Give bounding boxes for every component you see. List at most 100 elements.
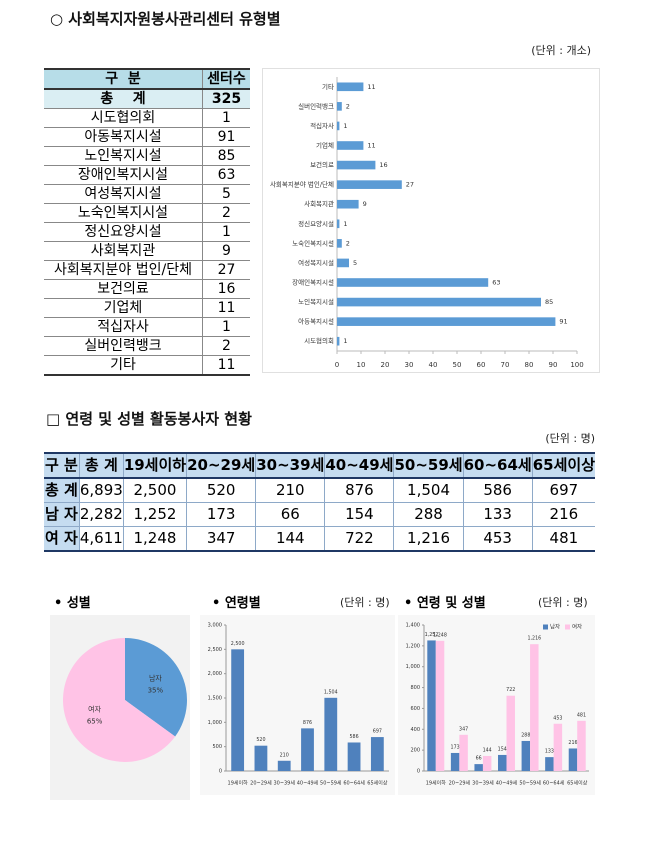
bar xyxy=(231,649,245,771)
x-tick-label: 40 xyxy=(429,361,438,369)
data-label: 144 xyxy=(483,747,492,753)
header-cell: 65세이상 xyxy=(532,453,595,479)
cell: 2,500 xyxy=(123,478,188,503)
category-label: 기타 xyxy=(322,82,334,91)
chart-title: • 연령별 xyxy=(212,596,261,611)
chart-title: • 성별 xyxy=(54,596,91,611)
bar xyxy=(337,317,556,326)
row: 아동복지시설 91 xyxy=(44,127,250,147)
cell: 325 xyxy=(202,89,250,109)
chart: 02004006008001,0001,2001,40019세이하1,2521,… xyxy=(398,615,595,795)
bar xyxy=(577,720,586,771)
header-cell: 구 분 xyxy=(44,69,203,90)
data-label: 876 xyxy=(303,720,312,726)
cell: 여성복지시설 xyxy=(44,184,203,204)
cell: 453 xyxy=(463,526,533,552)
category-label: 보건의료 xyxy=(310,160,334,169)
cell: 총 계 xyxy=(44,89,203,109)
bar xyxy=(427,640,436,771)
cell: 173 xyxy=(186,502,257,527)
y-tick-label: 1,200 xyxy=(406,643,420,649)
data-label: 133 xyxy=(545,749,554,755)
cell: 16 xyxy=(202,279,250,299)
data-label: 1 xyxy=(343,337,347,345)
row: 노숙인복지시설 2 xyxy=(44,203,250,223)
cell: 210 xyxy=(255,478,326,503)
cell: 876 xyxy=(324,478,395,503)
bar xyxy=(337,141,364,150)
data-label: 1,216 xyxy=(527,636,541,642)
cell: 총 계 xyxy=(44,478,80,503)
category-label: 적십자사 xyxy=(310,121,334,130)
row: 여 자 4,611 1,248 347 144 722 1,216 453 481 xyxy=(44,526,595,552)
row: 총 계 325 xyxy=(44,89,250,109)
cell: 722 xyxy=(324,526,395,552)
data-label: 85 xyxy=(545,298,553,306)
cell: 정신요양시설 xyxy=(44,222,203,242)
data-label: 154 xyxy=(498,746,507,752)
header-row: 구 분 센터수 xyxy=(44,69,250,90)
bar xyxy=(337,219,340,229)
bar xyxy=(506,695,515,771)
row: 노인복지시설 85 xyxy=(44,146,250,166)
category-label: 실버인력뱅크 xyxy=(298,101,334,110)
row: 기업체 11 xyxy=(44,298,250,318)
category-label: 아동복지시설 xyxy=(298,317,334,326)
data-label: 16 xyxy=(379,161,387,169)
x-tick-label: 10 xyxy=(357,361,366,369)
data-label: 2 xyxy=(346,239,350,247)
chart: 0 500 1,000 1,500 2,000 2,500 3,000 19세이하 2,500 2… xyxy=(200,615,395,795)
cell: 91 xyxy=(202,127,250,147)
cell: 적십자사 xyxy=(44,317,203,337)
cell: 여 자 xyxy=(44,526,80,552)
y-tick-label: 1,000 xyxy=(208,720,222,726)
category-label: 사회복지관 xyxy=(304,199,334,208)
data-label: 697 xyxy=(373,729,382,735)
cell: 481 xyxy=(532,526,595,552)
data-label: 288 xyxy=(521,732,530,738)
center-table: 구 분 센터수 총 계 325 시도협의회 1 아동복지시설 91 노인복지시설 85 장애인복지시… xyxy=(44,68,250,376)
y-tick-label: 200 xyxy=(410,748,420,754)
x-tick-label: 50 xyxy=(453,361,462,369)
cell: 520 xyxy=(186,478,257,503)
data-label: 11 xyxy=(367,142,375,150)
cell: 27 xyxy=(202,260,250,280)
x-tick-label: 19세이하 xyxy=(426,780,447,787)
data-label: 2,500 xyxy=(231,641,245,647)
cell: 85 xyxy=(202,146,250,166)
data-label: 453 xyxy=(553,715,562,721)
bar xyxy=(337,121,340,131)
data-label: 1,248 xyxy=(433,632,447,638)
row: 장애인복지시설 63 xyxy=(44,165,250,185)
row: 여성복지시설 5 xyxy=(44,184,250,204)
y-tick-label: 1,500 xyxy=(208,696,222,702)
category-label: 노숙인복지시설 xyxy=(292,238,334,247)
bar xyxy=(459,734,468,771)
cell: 기업체 xyxy=(44,298,203,318)
cell: 1 xyxy=(202,222,250,242)
data-label: 35% xyxy=(148,687,164,695)
y-tick-label: 2,000 xyxy=(208,671,222,677)
y-tick-label: 1,400 xyxy=(406,623,420,629)
category-label: 기업체 xyxy=(316,141,334,150)
bar xyxy=(568,748,578,771)
x-tick-label: 19세이하 xyxy=(228,780,249,787)
category-label: 노인복지시설 xyxy=(298,297,334,306)
cell: 5 xyxy=(202,184,250,204)
bar xyxy=(337,239,342,248)
bar xyxy=(498,754,507,771)
cell: 288 xyxy=(393,502,464,527)
data-label: 481 xyxy=(577,712,586,718)
row: 사회복지분야 법인/단체 27 xyxy=(44,260,250,280)
row: 총 계 6,893 2,500 520 210 876 1,504 586 697 xyxy=(44,478,595,503)
bar xyxy=(530,644,539,771)
data-label: 91 xyxy=(559,318,567,326)
category-label: 사회복지분야 법인/단체 xyxy=(270,180,334,189)
cell: 노숙인복지시설 xyxy=(44,203,203,223)
slice-label: 여자 xyxy=(88,704,101,713)
pie-slice xyxy=(62,638,176,762)
cell: 사회복지분야 법인/단체 xyxy=(44,260,203,280)
bar xyxy=(254,745,268,771)
y-tick-label: 0 xyxy=(219,769,222,775)
